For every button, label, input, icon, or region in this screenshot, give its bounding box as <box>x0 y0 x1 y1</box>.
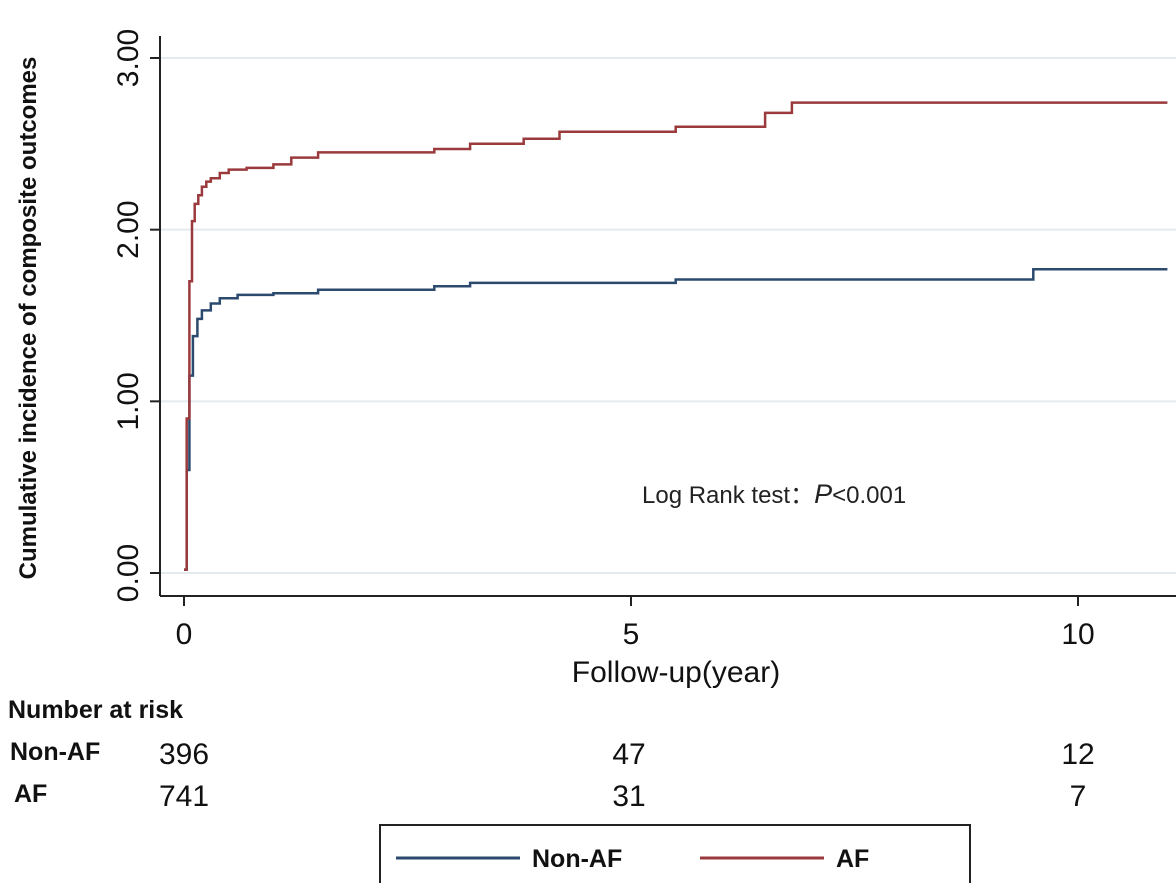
p-symbol: P <box>814 479 832 509</box>
annotation-text: Log Rank test： <box>642 482 814 509</box>
risk-row-label: AF <box>14 780 47 808</box>
y-ticks: 0.00 1.00 2.00 3.00 <box>112 29 160 602</box>
legend-label: AF <box>836 845 869 873</box>
y-tick-label: 2.00 <box>112 200 145 258</box>
y-tick-label: 3.00 <box>112 29 145 87</box>
risk-table: Number at risk Non-AF 396 47 12 AF 741 31 7 <box>8 696 1095 813</box>
risk-count: 47 <box>612 738 645 771</box>
series-line-af <box>184 101 1168 571</box>
y-tick-label: 0.00 <box>112 544 145 602</box>
axes <box>159 36 1176 597</box>
x-axis-title: Follow-up(year) <box>572 656 780 689</box>
legend-label: Non-AF <box>532 845 622 873</box>
risk-count: 31 <box>612 780 645 813</box>
risk-row-label: Non-AF <box>10 738 100 766</box>
risk-count: 7 <box>1070 780 1087 813</box>
legend-entries: Non-AF AF <box>396 845 869 873</box>
x-ticks: 0 5 10 <box>176 596 1095 651</box>
series-line-non-af <box>184 267 1168 571</box>
y-tick-label: 1.00 <box>112 372 145 430</box>
legend-box <box>379 824 971 883</box>
p-value: <0.001 <box>832 482 906 509</box>
risk-count: 396 <box>159 738 209 771</box>
legend: Non-AF AF <box>379 824 971 883</box>
risk-rows: Non-AF 396 47 12 AF 741 31 7 <box>10 738 1095 813</box>
y-axis-title: Cumulative incidence of composite outcom… <box>15 57 42 580</box>
series-lines <box>184 101 1168 571</box>
x-tick-label: 10 <box>1061 618 1094 651</box>
risk-table-title: Number at risk <box>8 696 183 724</box>
risk-count: 741 <box>159 780 209 813</box>
x-tick-label: 0 <box>176 618 193 651</box>
log-rank-annotation: Log Rank test：P<0.001 <box>642 479 906 509</box>
risk-count: 12 <box>1061 738 1094 771</box>
grid-lines <box>160 57 1176 574</box>
x-tick-label: 5 <box>623 618 640 651</box>
